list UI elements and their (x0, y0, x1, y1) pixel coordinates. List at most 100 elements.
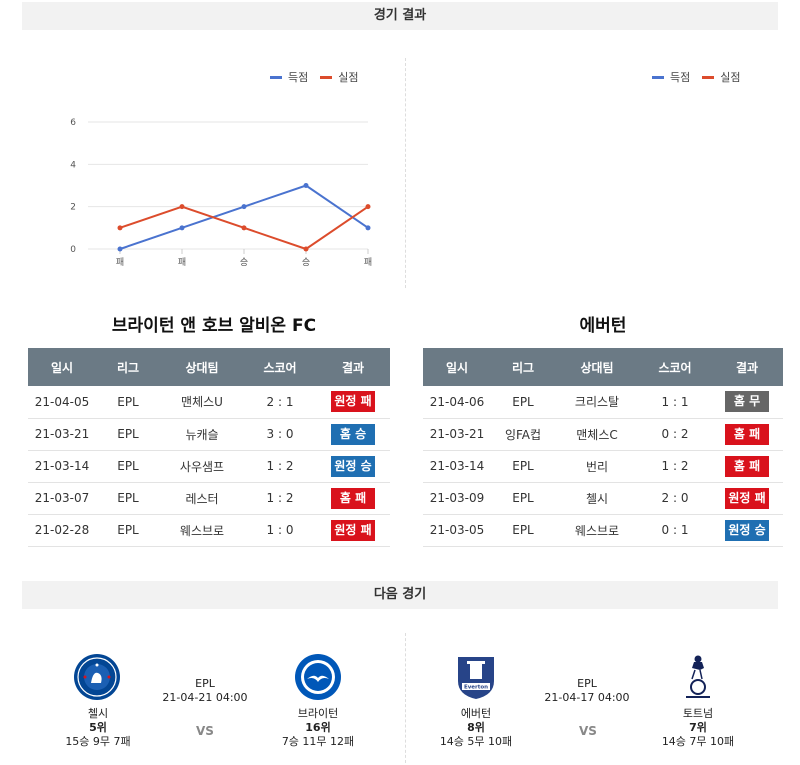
table-row[interactable]: 21-02-28 EPL 웨스브로 1 : 0 원정 패 (28, 514, 390, 547)
chart-left: 0 2 4 6 패 패 승 승 패 (70, 118, 372, 268)
table-row[interactable]: 21-04-05 EPL 맨체스U 2 : 1 원정 패 (28, 386, 390, 419)
table-row[interactable]: 21-03-21 잉FA컵 맨체스C 0 : 2 홈 패 (423, 418, 783, 451)
cell-score: 1 : 1 (639, 386, 711, 419)
match-league: EPL (195, 677, 215, 690)
column-header: 상대팀 (555, 348, 639, 386)
cell-opponent: 크리스탈 (555, 386, 639, 419)
cell-date: 21-03-14 (28, 450, 96, 483)
x-tick-label: 승 (302, 257, 310, 268)
cell-score: 0 : 1 (639, 514, 711, 547)
cell-score: 2 : 1 (244, 386, 316, 419)
cell-league: EPL (96, 514, 160, 547)
column-header: 결과 (316, 348, 390, 386)
table-row[interactable]: 21-03-07 EPL 레스터 1 : 2 홈 패 (28, 482, 390, 515)
cell-league: EPL (491, 386, 555, 419)
team-name: 에버턴 (460, 707, 492, 720)
result-badge: 원정 패 (331, 391, 375, 413)
legend-scored: 득점 (288, 71, 309, 84)
table-header-row: 일시 리그 상대팀 스코어 결과 (423, 348, 783, 386)
match-datetime: 21-04-21 04:00 (162, 691, 248, 704)
data-point[interactable] (117, 246, 123, 252)
vs-label: VS (579, 724, 597, 738)
scored-swatch (652, 75, 664, 79)
data-point[interactable] (303, 183, 309, 188)
chelsea-logo[interactable] (73, 653, 121, 705)
table-header-row: 일시 리그 상대팀 스코어 결과 (28, 348, 390, 386)
team-record: 14승 5무 10패 (439, 735, 513, 748)
results-table-left: 일시 리그 상대팀 스코어 결과 21-04-05 EPL 맨체스U 2 : 1 원정 패 21-… (28, 348, 390, 547)
column-header: 스코어 (639, 348, 711, 386)
table-row[interactable]: 21-03-14 EPL 번리 1 : 2 홈 패 (423, 450, 783, 483)
data-point[interactable] (241, 225, 247, 231)
next-left-away: 브라이턴 16위 7승 11무 12패 (268, 707, 368, 749)
result-badge: 홈 패 (725, 423, 769, 445)
team-title-left: 브라이턴 앤 호브 알비온 FC (111, 316, 317, 336)
cell-result: 원정 패 (316, 386, 390, 419)
cell-opponent: 첼시 (555, 482, 639, 515)
legend-scored: 득점 (670, 71, 691, 84)
team-rank: 5위 (89, 721, 107, 734)
data-point[interactable] (117, 225, 123, 231)
table-row[interactable]: 21-04-06 EPL 크리스탈 1 : 1 홈 무 (423, 386, 783, 419)
cell-opponent: 레스터 (160, 482, 244, 515)
cell-result: 홈 패 (316, 482, 390, 515)
table-row[interactable]: 21-03-05 EPL 웨스브로 0 : 1 원정 승 (423, 514, 783, 547)
column-header: 상대팀 (160, 348, 244, 386)
result-badge: 원정 승 (725, 519, 769, 541)
next-left-home: 첼시 5위 15승 9무 7패 (48, 707, 148, 749)
x-tick-label: 패 (116, 257, 124, 268)
column-header: 스코어 (244, 348, 316, 386)
cell-score: 1 : 2 (244, 450, 316, 483)
next-right-away: 토트넘 7위 14승 7무 10패 (648, 707, 748, 749)
cell-result: 원정 패 (316, 514, 390, 547)
data-point[interactable] (365, 225, 371, 231)
data-point[interactable] (179, 225, 185, 231)
result-badge: 홈 무 (725, 391, 769, 413)
cell-opponent: 맨체스C (555, 418, 639, 451)
cell-league: EPL (491, 514, 555, 547)
column-header: 일시 (28, 348, 96, 386)
data-point[interactable] (303, 246, 309, 252)
cell-league: EPL (491, 450, 555, 483)
y-tick-label: 6 (70, 118, 76, 128)
cell-score: 1 : 2 (639, 450, 711, 483)
cell-date: 21-03-09 (423, 482, 491, 515)
everton-logo[interactable]: Everton (452, 653, 500, 705)
team-record: 14승 7무 10패 (661, 735, 735, 748)
result-badge: 원정 패 (331, 519, 375, 541)
conceded-swatch (702, 75, 715, 79)
match-datetime: 21-04-17 04:00 (544, 691, 630, 704)
team-title-right: 에버턴 (579, 316, 627, 336)
table-row[interactable]: 21-03-14 EPL 사우샘프 1 : 2 원정 승 (28, 450, 390, 483)
cell-league: EPL (491, 482, 555, 515)
cell-result: 홈 무 (711, 386, 783, 419)
cell-date: 21-03-21 (28, 418, 96, 451)
table-row[interactable]: 21-03-09 EPL 첼시 2 : 0 원정 패 (423, 482, 783, 515)
data-point[interactable] (179, 204, 185, 210)
result-badge: 홈 패 (725, 455, 769, 477)
cell-opponent: 번리 (555, 450, 639, 483)
cell-date: 21-03-07 (28, 482, 96, 515)
team-rank: 8위 (467, 721, 485, 734)
cell-date: 21-04-06 (423, 386, 491, 419)
brighton-logo[interactable] (294, 653, 342, 705)
data-point[interactable] (241, 204, 247, 210)
result-badge: 홈 승 (331, 423, 375, 445)
table-row[interactable]: 21-03-21 EPL 뉴캐슬 3 : 0 홈 승 (28, 418, 390, 451)
chart-legend-left: 득점 실점 (270, 69, 359, 85)
cell-league: EPL (96, 386, 160, 419)
cell-date: 21-04-05 (28, 386, 96, 419)
cell-league: EPL (96, 418, 160, 451)
cell-date: 21-03-21 (423, 418, 491, 451)
vs-label: VS (196, 724, 214, 738)
cell-date: 21-02-28 (28, 514, 96, 547)
team-name: 브라이턴 (297, 707, 339, 720)
cell-score: 1 : 0 (244, 514, 316, 547)
data-point[interactable] (365, 204, 371, 210)
tottenham-logo[interactable] (680, 651, 716, 707)
cell-score: 3 : 0 (244, 418, 316, 451)
cell-opponent: 맨체스U (160, 386, 244, 419)
team-rank: 7위 (689, 721, 707, 734)
column-divider (405, 58, 406, 288)
